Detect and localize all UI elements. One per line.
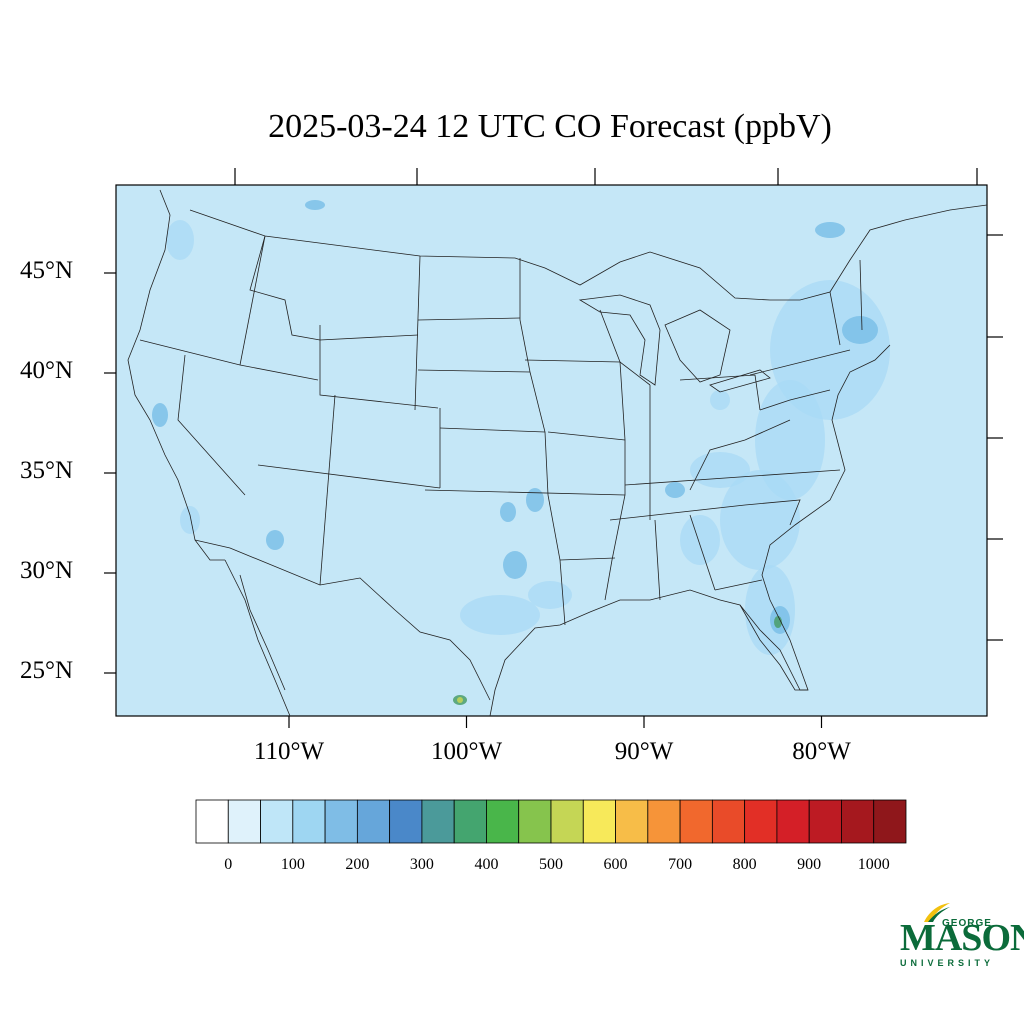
colorbar-swatch [776,799,810,844]
colorbar-swatch [486,799,520,844]
lat-label: 35°N [20,457,74,484]
colorbar-swatch [679,799,713,844]
colorbar-tick-label: 0 [224,856,233,873]
colorbar-tick-label: 300 [409,856,434,873]
colorbar-swatch [227,799,261,844]
colorbar-swatch [518,799,552,844]
co-plume [305,200,325,210]
colorbar-tick-label: 200 [345,856,370,873]
colorbar-tick-label: 500 [539,856,563,873]
mexico-border [194,539,491,701]
co-plume [755,380,825,500]
great-lakes [578,294,661,386]
colorbar-tick-label: 100 [280,856,305,873]
co-plume [815,222,845,238]
lat-label: 40°N [20,357,74,384]
east-coastline [719,344,891,691]
state-borders [127,189,988,717]
gmu-logo: GEORGE MASON UNIVERSITY [898,902,1024,972]
logo-george-text: GEORGE [942,918,992,929]
colorbar-swatch [744,799,778,844]
co-plume [665,482,685,498]
colorbar-swatch [260,799,294,844]
colorbar-swatch [292,799,326,844]
lon-label: 90°W [614,738,674,765]
map-title: 2025-03-24 12 UTC CO Forecast (ppbV) [268,108,832,145]
colorbar-swatch [324,799,358,844]
co-plume [528,581,572,609]
co-plume [720,470,800,570]
colorbar-tick-label: 700 [668,856,693,873]
gulf-coastline [489,589,721,717]
colorbar-swatch [873,799,907,844]
colorbar-tick-label: 1000 [857,856,890,873]
co-plume [745,565,795,655]
co-plume [774,616,782,628]
lat-label: 45°N [20,257,74,284]
colorbar-tick-label: 400 [474,856,499,873]
co-plume [680,515,720,565]
lat-label: 25°N [20,657,74,684]
colorbar-tick-label: 800 [732,856,757,873]
co-plume [460,595,540,635]
lon-label: 110°W [253,738,325,765]
colorbar-swatch [356,799,391,844]
colorbar-tick-label: 900 [797,856,822,873]
swoosh-icon [924,903,950,922]
co-plume [152,403,168,427]
co-plume [500,502,516,522]
co-concentration-field [152,200,890,705]
colorbar-swatch [582,799,616,844]
lat-label: 30°N [20,557,74,584]
co-plume [180,506,200,534]
colorbar-swatch [421,799,455,844]
colorbar-swatch [550,799,584,844]
co-plume [690,452,750,488]
colorbar-swatch [647,799,681,844]
co-plume [166,220,194,260]
map-panel [115,184,988,717]
co-plume [710,390,730,410]
logo-university-text: UNIVERSITY [900,958,995,968]
lon-label: 80°W [792,738,851,765]
colorbar-tick-label: 600 [603,856,628,873]
west-coastline [127,189,225,561]
co-plume [526,488,544,512]
colorbar-swatch [808,799,842,844]
co-plume [457,697,463,703]
co-plume [266,530,284,550]
colorbar-swatch [615,799,649,844]
colorbar [195,799,907,844]
colorbar-swatch [841,799,875,844]
colorbar-swatch [711,799,746,844]
axis-ticks [104,168,1003,728]
northern-border [189,204,988,301]
colorbar-swatch [195,799,229,844]
logo-mason-text: MASON [900,917,1024,959]
co-plume [842,316,878,344]
co-plume [503,551,527,579]
colorbar-swatch [453,799,487,844]
lon-label: 100°W [430,738,503,765]
colorbar-swatch [389,799,423,844]
